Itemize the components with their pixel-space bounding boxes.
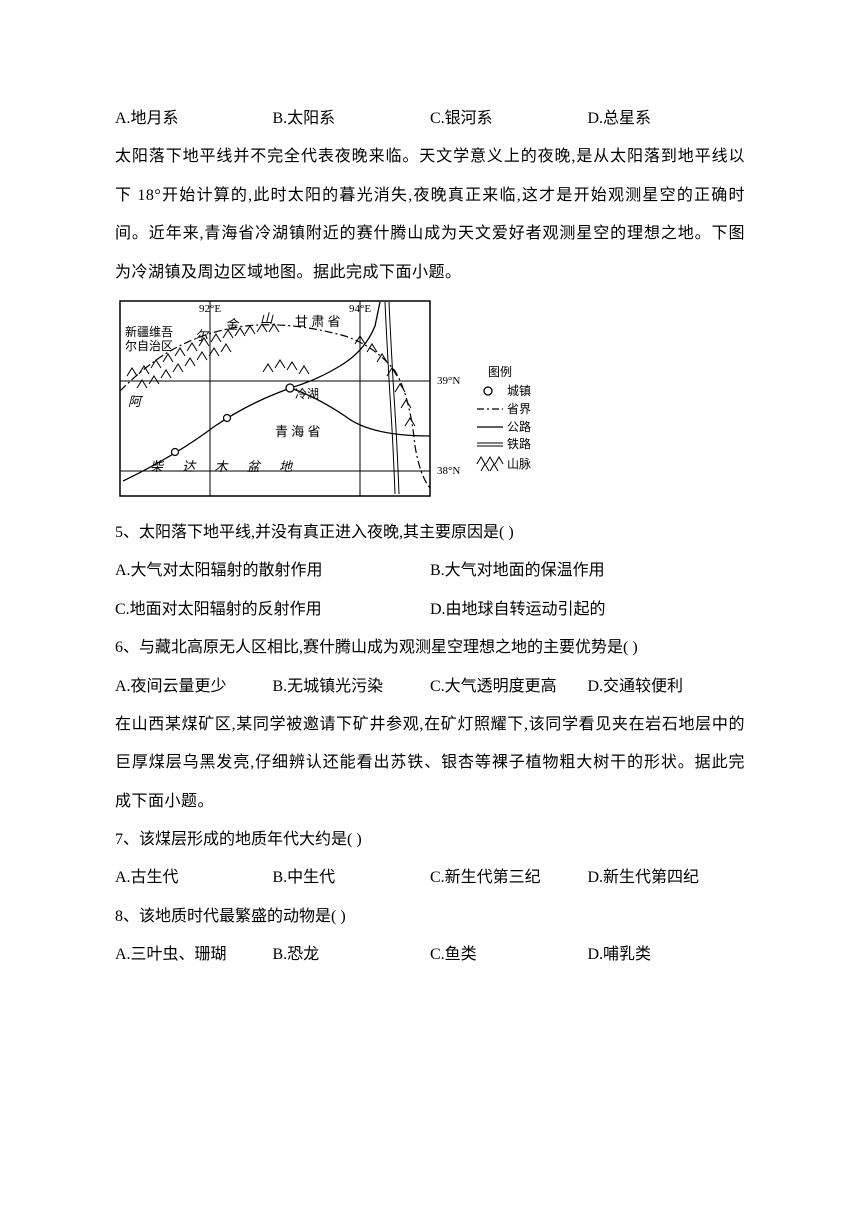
- q5-options-row1: A.大气对太阳辐射的散射作用 B.大气对地面的保温作用: [115, 552, 745, 590]
- q8-option-a: A.三叶虫、珊瑚: [115, 936, 273, 974]
- map-chaidamu: 柴 达 木 盆 地: [150, 459, 300, 474]
- q6-stem: 6、与藏北高原无人区相比,赛什腾山成为观测星空理想之地的主要优势是( ): [115, 629, 745, 667]
- q6-options: A.夜间云量更少 B.无城镇光污染 C.大气透明度更高 D.交通较便利: [115, 668, 745, 706]
- q7-option-a: A.古生代: [115, 859, 273, 897]
- map-qinghai: 青 海 省: [275, 424, 321, 439]
- q4-option-c: C.银河系: [430, 100, 588, 138]
- map-aer-a: 阿: [128, 394, 144, 409]
- q8-option-c: C.鱼类: [430, 936, 588, 974]
- q7-option-c: C.新生代第三纪: [430, 859, 588, 897]
- passage-2: 在山西某煤矿区,某同学被邀请下矿井参观,在矿灯照耀下,该同学看见夹在岩石地层中的…: [115, 706, 745, 821]
- q8-stem: 8、该地质时代最繁盛的动物是( ): [115, 898, 745, 936]
- map-lenghu: 冷湖: [295, 386, 319, 401]
- q6-option-a: A.夜间云量更少: [115, 668, 273, 706]
- legend-mountain-icon: [477, 457, 503, 464]
- q7-options: A.古生代 B.中生代 C.新生代第三纪 D.新生代第四纪: [115, 859, 745, 897]
- q7-stem: 7、该煤层形成的地质年代大约是( ): [115, 821, 745, 859]
- q8-option-b: B.恐龙: [273, 936, 431, 974]
- q5-option-a: A.大气对太阳辐射的散射作用: [115, 552, 430, 590]
- map-aer-er: 尔: [195, 328, 210, 343]
- q6-option-b: B.无城镇光污染: [273, 668, 431, 706]
- legend-town-icon: [484, 387, 492, 395]
- legend-town: 城镇: [507, 384, 531, 398]
- legend-mountain: 山脉: [507, 456, 531, 471]
- q6-option-c: C.大气透明度更高: [430, 668, 588, 706]
- q4-options: A.地月系 B.太阳系 C.银河系 D.总星系: [115, 100, 745, 138]
- region-map: 92°E 94°E 39°N 38°N: [115, 296, 545, 506]
- map-lon2: 94°E: [349, 303, 371, 315]
- q5-option-b: B.大气对地面的保温作用: [430, 552, 745, 590]
- map-xinjiang-2: 尔自治区: [125, 338, 173, 353]
- q5-option-c: C.地面对太阳辐射的反射作用: [115, 591, 430, 629]
- q4-option-a: A.地月系: [115, 100, 273, 138]
- q5-stem: 5、太阳落下地平线,并没有真正进入夜晚,其主要原因是( ): [115, 514, 745, 552]
- legend-border: 省界: [507, 402, 531, 416]
- q8-options: A.三叶虫、珊瑚 B.恐龙 C.鱼类 D.哺乳类: [115, 936, 745, 974]
- map-lat1: 39°N: [437, 375, 460, 387]
- legend-mountain-icon-2: [481, 464, 498, 471]
- map-lat2: 38°N: [437, 465, 460, 477]
- map-aer-shan: 山: [260, 311, 274, 326]
- map-xinjiang-1: 新疆维吾: [125, 324, 173, 339]
- q8-option-d: D.哺乳类: [588, 936, 746, 974]
- passage-1: 太阳落下地平线并不完全代表夜晚来临。天文学意义上的夜晚,是从太阳落到地平线以下 …: [115, 138, 745, 292]
- q4-option-d: D.总星系: [588, 100, 746, 138]
- map-aer-jin: 金: [225, 317, 240, 332]
- q5-options-row2: C.地面对太阳辐射的反射作用 D.由地球自转运动引起的: [115, 591, 745, 629]
- map-gansu: 甘 肃 省: [295, 314, 341, 329]
- q7-option-b: B.中生代: [273, 859, 431, 897]
- legend-road: 公路: [507, 419, 531, 434]
- legend-title: 图例: [488, 365, 512, 379]
- q4-option-b: B.太阳系: [273, 100, 431, 138]
- q5-option-d: D.由地球自转运动引起的: [430, 591, 745, 629]
- exam-page: A.地月系 B.太阳系 C.银河系 D.总星系 太阳落下地平线并不完全代表夜晚来…: [0, 0, 860, 1035]
- q6-option-d: D.交通较便利: [588, 668, 746, 706]
- map-lon1: 92°E: [199, 303, 221, 315]
- q7-option-d: D.新生代第四纪: [588, 859, 746, 897]
- legend-rail: 铁路: [507, 436, 531, 451]
